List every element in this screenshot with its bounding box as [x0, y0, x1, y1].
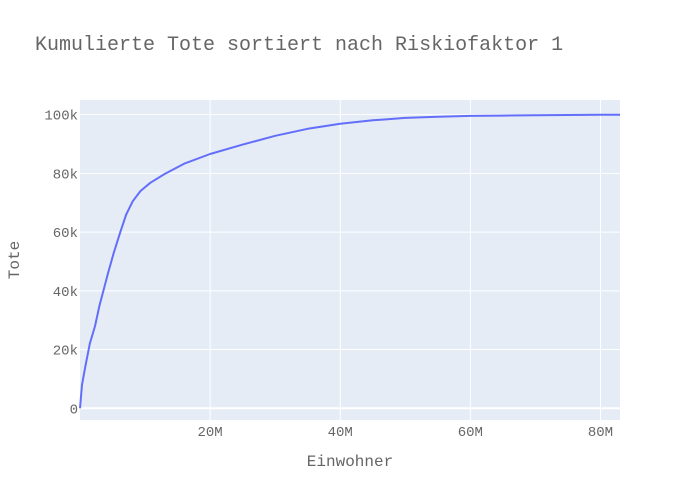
y-tick-label: 60k — [53, 226, 78, 242]
x-tick-label: 80M — [588, 425, 613, 441]
y-tick-label: 0 — [70, 402, 78, 418]
x-tick-label: 40M — [328, 425, 353, 441]
y-axis-title: Tote — [6, 241, 24, 279]
plot-area — [80, 100, 620, 420]
tick-labels: 0 20k 40k 60k 80k 100k 20M 40M 60M 80M — [44, 109, 613, 441]
y-tick-label: 40k — [53, 285, 78, 301]
series-layer — [79, 113, 620, 409]
chart-title: Kumulierte Tote sortiert nach Riskiofakt… — [35, 34, 563, 57]
x-axis-title: Einwohner — [307, 453, 393, 471]
y-tick-label: 100k — [44, 109, 78, 125]
y-tick-label: 20k — [53, 344, 78, 360]
y-tick-label: 80k — [53, 167, 78, 183]
gridlines — [80, 100, 620, 420]
x-tick-label: 20M — [198, 425, 223, 441]
series-line — [79, 113, 620, 409]
x-tick-label: 60M — [458, 425, 483, 441]
